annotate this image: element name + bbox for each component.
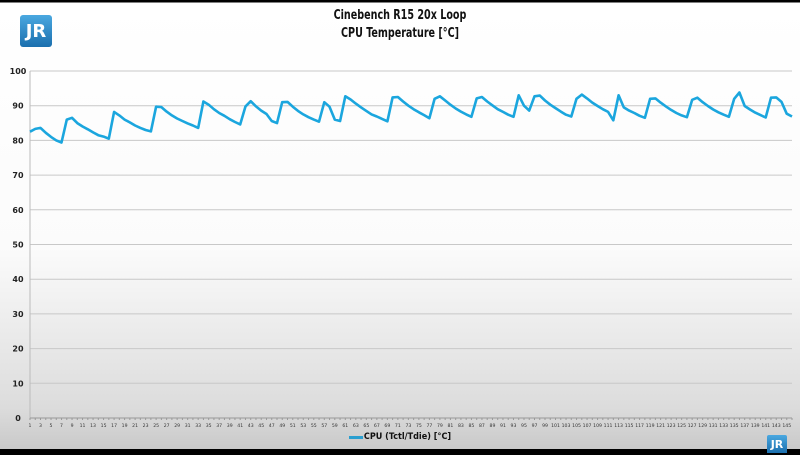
x-tick-label: 83 xyxy=(458,423,464,429)
x-tick-label: 39 xyxy=(227,423,233,429)
x-tick-label: 133 xyxy=(719,423,728,429)
x-tick-label: 107 xyxy=(583,423,592,429)
legend-label: CPU (Tctl/Tdie) [°C] xyxy=(364,432,451,442)
x-tick-label: 37 xyxy=(216,423,222,429)
x-tick-label: 17 xyxy=(111,423,117,429)
legend-swatch xyxy=(349,436,363,439)
x-tick-label: 143 xyxy=(772,423,781,429)
x-tick-label: 91 xyxy=(500,423,506,429)
x-tick-label: 105 xyxy=(572,423,581,429)
x-tick-label: 121 xyxy=(656,423,665,429)
x-tick-label: 125 xyxy=(677,423,686,429)
x-tick-label: 111 xyxy=(604,423,613,429)
x-tick-label: 35 xyxy=(206,423,212,429)
x-tick-label: 99 xyxy=(542,423,548,429)
y-tick-label: 60 xyxy=(12,206,24,215)
x-tick-label: 73 xyxy=(405,423,411,429)
x-tick-label: 75 xyxy=(416,423,422,429)
x-tick-label: 29 xyxy=(174,423,180,429)
x-tick-label: 53 xyxy=(300,423,306,429)
x-tick-label: 43 xyxy=(248,423,254,429)
x-tick-label: 1 xyxy=(29,423,32,429)
x-tick-label: 49 xyxy=(279,423,285,429)
x-tick-label: 27 xyxy=(164,423,170,429)
x-tick-label: 31 xyxy=(185,423,191,429)
x-tick-label: 85 xyxy=(469,423,475,429)
x-tick-label: 127 xyxy=(688,423,697,429)
y-tick-label: 40 xyxy=(12,275,24,284)
x-tick-label: 47 xyxy=(269,423,275,429)
x-tick-label: 131 xyxy=(709,423,718,429)
x-tick-label: 119 xyxy=(646,423,655,429)
x-tick-label: 79 xyxy=(437,423,443,429)
x-tick-label: 59 xyxy=(332,423,338,429)
legend: CPU (Tctl/Tdie) [°C] xyxy=(0,432,800,442)
x-tick-label: 137 xyxy=(740,423,749,429)
x-tick-label: 15 xyxy=(101,423,107,429)
y-tick-label: 20 xyxy=(12,345,24,354)
x-tick-label: 11 xyxy=(80,423,86,429)
x-tick-label: 117 xyxy=(635,423,644,429)
y-tick-label: 0 xyxy=(15,414,21,423)
x-tick-label: 123 xyxy=(667,423,676,429)
x-tick-label: 95 xyxy=(521,423,527,429)
logo-text-small: JR xyxy=(771,438,784,451)
y-tick-label: 80 xyxy=(12,136,24,145)
x-tick-label: 51 xyxy=(290,423,296,429)
x-tick-label: 33 xyxy=(195,423,201,429)
x-tick-label: 7 xyxy=(60,423,63,429)
x-tick-label: 55 xyxy=(311,423,317,429)
x-tick-label: 63 xyxy=(353,423,359,429)
y-tick-label: 90 xyxy=(12,102,24,111)
y-tick-label: 50 xyxy=(12,241,24,250)
x-tick-label: 87 xyxy=(479,423,485,429)
x-tick-label: 97 xyxy=(532,423,538,429)
series-line xyxy=(30,93,792,143)
x-tick-label: 71 xyxy=(395,423,401,429)
x-tick-label: 57 xyxy=(321,423,327,429)
x-tick-label: 67 xyxy=(374,423,380,429)
x-tick-label: 129 xyxy=(698,423,707,429)
x-tick-label: 89 xyxy=(490,423,496,429)
x-tick-label: 113 xyxy=(614,423,623,429)
x-tick-label: 81 xyxy=(447,423,453,429)
x-tick-label: 103 xyxy=(562,423,571,429)
x-tick-label: 135 xyxy=(730,423,739,429)
x-tick-label: 65 xyxy=(363,423,369,429)
jr-logo-small: JR xyxy=(767,435,787,453)
y-tick-label: 70 xyxy=(12,171,24,180)
x-tick-label: 45 xyxy=(258,423,264,429)
x-tick-label: 139 xyxy=(751,423,760,429)
x-tick-label: 41 xyxy=(237,423,243,429)
x-tick-label: 13 xyxy=(90,423,96,429)
y-tick-label: 100 xyxy=(10,67,27,76)
x-tick-label: 61 xyxy=(342,423,348,429)
x-tick-label: 109 xyxy=(593,423,602,429)
x-tick-label: 69 xyxy=(384,423,390,429)
y-tick-label: 10 xyxy=(12,379,24,388)
x-tick-label: 93 xyxy=(511,423,517,429)
x-tick-label: 101 xyxy=(551,423,560,429)
x-tick-label: 145 xyxy=(782,423,791,429)
x-tick-label: 19 xyxy=(122,423,128,429)
x-tick-label: 5 xyxy=(50,423,53,429)
x-tick-label: 3 xyxy=(39,423,42,429)
x-tick-label: 21 xyxy=(132,423,138,429)
x-tick-label: 77 xyxy=(426,423,432,429)
y-tick-label: 30 xyxy=(12,310,24,319)
x-tick-label: 141 xyxy=(761,423,770,429)
x-tick-label: 115 xyxy=(625,423,634,429)
x-tick-label: 25 xyxy=(153,423,159,429)
x-tick-label: 23 xyxy=(143,423,149,429)
x-tick-label: 9 xyxy=(71,423,74,429)
